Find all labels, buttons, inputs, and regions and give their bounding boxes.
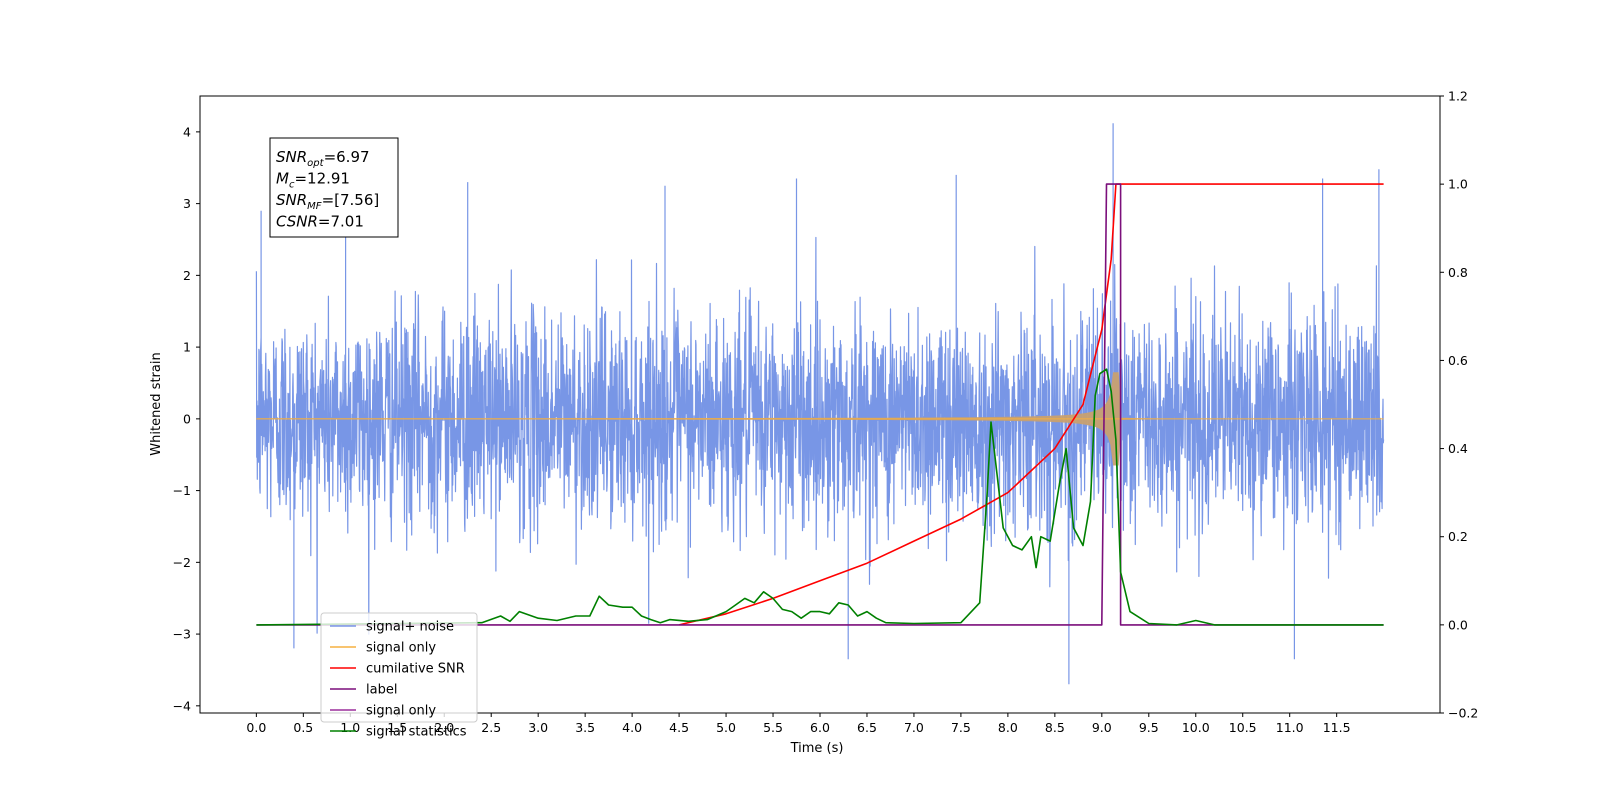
y-right-tick-label: 0.6 <box>1448 353 1468 368</box>
x-tick-label: 8.0 <box>998 720 1018 735</box>
y-axis-left: −4 −3 −2 −1 0 1 2 3 4 <box>173 124 200 713</box>
y-left-tick-label: 4 <box>183 124 191 139</box>
x-tick-label: 3.0 <box>528 720 548 735</box>
x-tick-label: 4.0 <box>622 720 642 735</box>
annotation-line: SNRopt=6.97 <box>276 148 370 169</box>
annotation-subscript: c <box>289 180 295 191</box>
y-left-tick-label: −4 <box>173 698 191 713</box>
x-tick-label: 7.0 <box>904 720 924 735</box>
y-right-tick-label: 0.4 <box>1448 441 1468 456</box>
annotation-symbol: SNR <box>276 148 307 166</box>
legend-label: label <box>366 683 397 698</box>
y-left-tick-label: 0 <box>183 411 191 426</box>
x-tick-label: 3.5 <box>575 720 595 735</box>
y-right-tick-label: −0.2 <box>1448 706 1478 721</box>
x-tick-label: 0.0 <box>246 720 266 735</box>
x-axis-label: Time (s) <box>790 741 844 756</box>
x-tick-label: 10.0 <box>1182 720 1210 735</box>
annotation-symbol: SNR <box>276 191 307 209</box>
x-tick-label: 9.5 <box>1139 720 1159 735</box>
annotation-value: =7.01 <box>318 213 364 231</box>
y-left-tick-label: −1 <box>173 483 191 498</box>
y-right-tick-label: 0.0 <box>1448 617 1468 632</box>
x-tick-label: 6.5 <box>857 720 877 735</box>
annotation-value: =6.97 <box>324 148 370 166</box>
y-right-tick-label: 0.2 <box>1448 529 1468 544</box>
y-right-tick-label: 0.8 <box>1448 265 1468 280</box>
x-tick-label: 2.0 <box>434 720 454 735</box>
x-tick-label: 2.5 <box>481 720 501 735</box>
annotation-value: =12.91 <box>294 170 350 188</box>
plot-area <box>255 123 1385 685</box>
legend-label: signal+ noise <box>366 620 454 635</box>
x-tick-label: 4.5 <box>669 720 689 735</box>
x-tick-label: 9.0 <box>1092 720 1112 735</box>
y-right-tick-label: 1.2 <box>1448 89 1468 104</box>
legend-label: signal statistics <box>366 725 467 740</box>
y-left-tick-label: 3 <box>183 196 191 211</box>
series-cumilative-snr <box>678 183 1384 626</box>
x-tick-label: 10.5 <box>1229 720 1257 735</box>
legend: signal+ noise signal only cumilative SNR la… <box>320 612 478 740</box>
y-axis-right: −0.2 0.0 0.2 0.4 0.6 0.8 1.0 1.2 <box>1440 89 1478 721</box>
y-left-tick-label: −2 <box>173 555 191 570</box>
x-tick-label: 11.5 <box>1323 720 1351 735</box>
annotation-line: Mc=12.91 <box>276 170 350 191</box>
y-left-tick-label: 2 <box>183 268 191 283</box>
x-tick-label: 8.5 <box>1045 720 1065 735</box>
y-axis-label-left: Whitened strain <box>149 352 164 455</box>
annotation-value: =[7.56] <box>322 191 380 209</box>
x-tick-label: 1.5 <box>387 720 407 735</box>
x-tick-label: 11.0 <box>1276 720 1304 735</box>
legend-label: cumilative SNR <box>366 662 465 677</box>
y-left-tick-label: 1 <box>183 340 191 355</box>
annotation-symbol: CSNR <box>276 213 318 231</box>
x-axis: 0.0 0.5 1.0 1.5 2.0 2.5 3.0 3.5 4.0 4.5 5.0 5.5 6.0 6… <box>246 713 1351 735</box>
series-signal-noise <box>255 123 1385 685</box>
y-left-tick-label: −3 <box>173 627 191 642</box>
annotation-line: CSNR=7.01 <box>276 213 364 231</box>
annotation-subscript: opt <box>307 158 324 169</box>
annotation-line: SNRMF=[7.56] <box>276 191 379 212</box>
annotation-subscript: MF <box>307 201 322 212</box>
annotation-symbol: M <box>276 170 289 188</box>
legend-label: signal only <box>366 704 436 719</box>
legend-label: signal only <box>366 641 436 656</box>
x-tick-label: 7.5 <box>951 720 971 735</box>
x-tick-label: 5.5 <box>763 720 783 735</box>
series-signal-statistics <box>256 368 1384 626</box>
y-right-tick-label: 1.0 <box>1448 177 1468 192</box>
x-tick-label: 0.5 <box>293 720 313 735</box>
x-tick-label: 6.0 <box>810 720 830 735</box>
x-tick-label: 5.0 <box>716 720 736 735</box>
